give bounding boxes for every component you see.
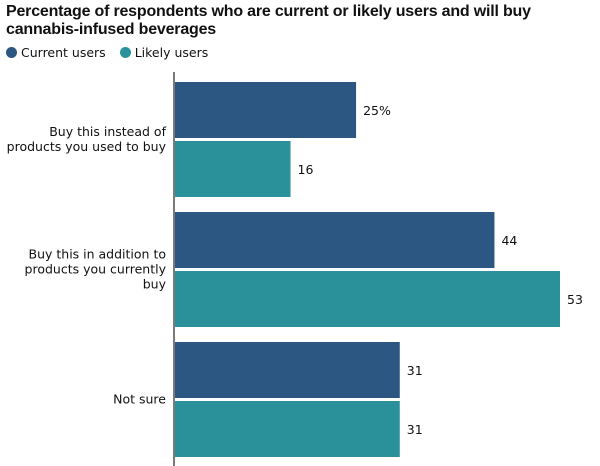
chart-title: Percentage of respondents who are curren…	[6, 3, 531, 38]
category-label: Buy this in addition to products you curr…	[25, 247, 167, 292]
category-label-line: products you currently	[25, 262, 167, 277]
legend-label-current-users: Current users	[21, 45, 106, 60]
bar-likely-users	[175, 401, 400, 457]
bar-current-users	[175, 212, 495, 268]
data-label: 31	[407, 363, 423, 378]
category-label-line: Buy this instead of	[49, 124, 166, 139]
data-label: 25%	[363, 103, 391, 118]
legend-swatch-likely-users	[119, 47, 131, 58]
bar-likely-users	[175, 141, 291, 197]
legend-swatch-current-users	[6, 47, 17, 58]
data-label: 16	[298, 162, 314, 177]
data-label: 53	[567, 292, 583, 307]
category-label: Not sure	[113, 392, 166, 407]
legend: Current users Likely users	[6, 45, 208, 60]
category-label-line: buy	[143, 277, 167, 292]
bar-current-users	[175, 82, 357, 138]
category-label-line: Buy this in addition to	[29, 247, 167, 262]
bar-current-users	[175, 342, 400, 398]
category-label: Buy this instead of products you used to …	[7, 124, 167, 154]
legend-item-likely-users: Likely users	[119, 45, 209, 60]
bar-likely-users	[175, 271, 560, 327]
category-label-line: products you used to buy	[7, 139, 167, 154]
legend-item-current-users: Current users	[6, 45, 106, 60]
data-label: 31	[407, 422, 423, 437]
category-label-line: Not sure	[113, 392, 166, 407]
legend-label-likely-users: Likely users	[134, 45, 209, 60]
data-label: 44	[501, 233, 517, 248]
